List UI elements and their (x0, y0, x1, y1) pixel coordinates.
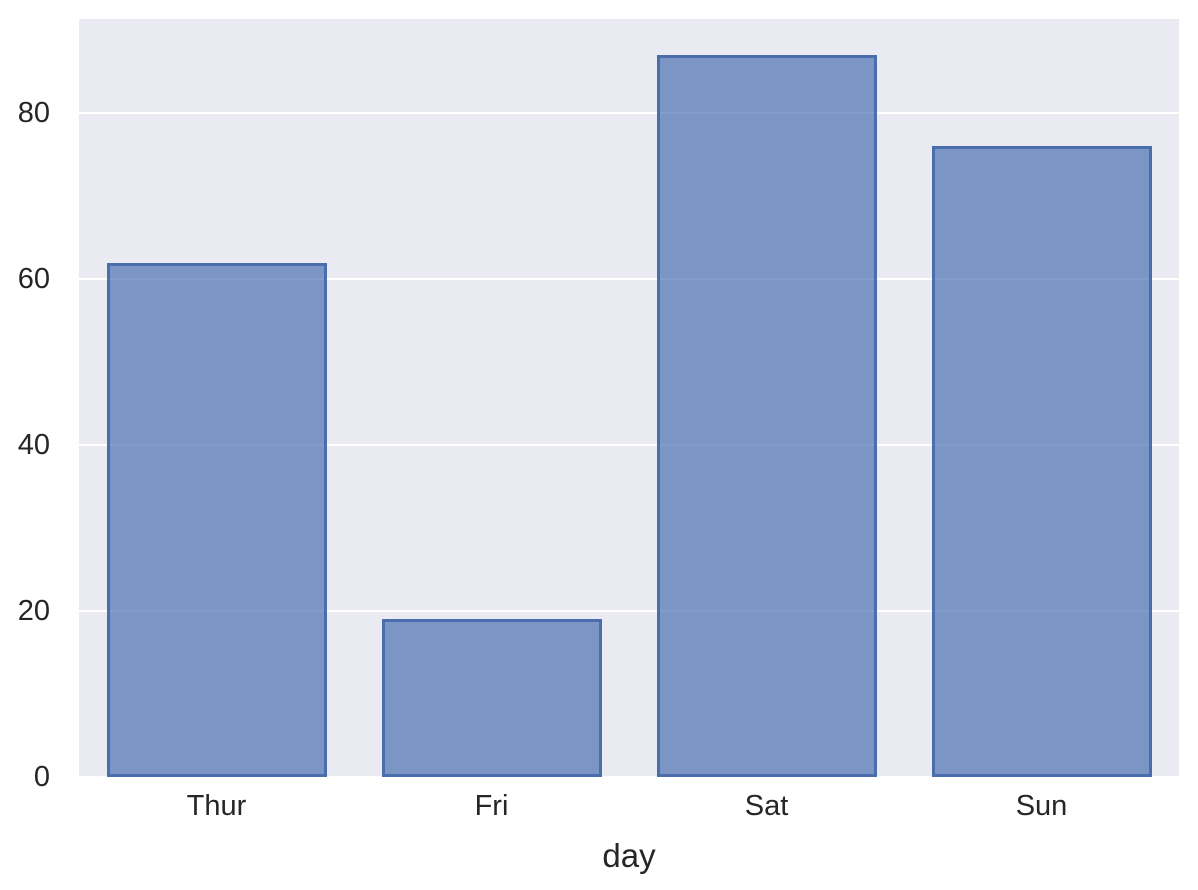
y-tick-label-0: 0 (33, 761, 50, 793)
y-tick-label-40: 40 (17, 429, 50, 462)
x-tick-label-thur: Thur (186, 790, 247, 822)
x-tick-label-sat: Sat (744, 790, 789, 822)
bar-sat (656, 55, 877, 777)
gridline-y-0 (79, 776, 1179, 778)
x-axis-label: day (602, 837, 656, 874)
y-tick-label-60: 60 (17, 263, 50, 296)
gridline-y-20 (79, 610, 1179, 613)
gridline-y-40 (79, 444, 1179, 447)
y-tick-label-80: 80 (17, 97, 50, 130)
y-tick-label-20: 20 (17, 595, 50, 628)
gridline-y-80 (79, 112, 1179, 115)
bar-thur (106, 262, 327, 777)
gridline-y-60 (79, 278, 1179, 281)
x-tick-label-sun: Sun (1015, 790, 1068, 822)
bar-fri (381, 619, 602, 777)
plot-area (79, 19, 1179, 778)
x-tick-label-fri: Fri (474, 790, 509, 822)
bar-sun (931, 146, 1152, 777)
